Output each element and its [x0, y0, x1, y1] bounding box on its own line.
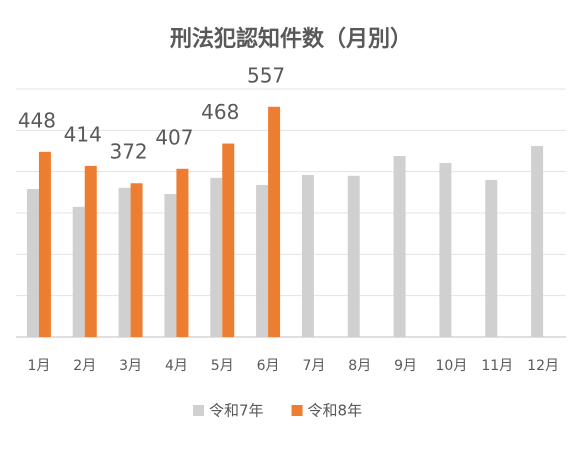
x-tick-label: 11月: [481, 358, 513, 374]
x-tick-label: 1月: [27, 358, 50, 374]
x-tick-label: 7月: [302, 358, 325, 374]
bar: [26, 189, 39, 337]
bar: [84, 165, 97, 337]
bar: [118, 187, 131, 337]
data-label: 407: [155, 125, 193, 149]
bar: [256, 184, 269, 337]
x-tick-label: 9月: [394, 358, 417, 374]
x-tick-label: 10月: [436, 358, 468, 374]
bar: [301, 174, 314, 337]
bar: [393, 155, 406, 337]
data-label: 468: [201, 100, 239, 124]
legend-label: 令和8年: [308, 402, 363, 420]
bar: [72, 206, 85, 337]
legend-swatch: [193, 405, 204, 416]
data-label: 372: [109, 140, 147, 164]
chart-title: 刑法犯認知件数（月別）: [170, 26, 412, 52]
bar: [38, 151, 51, 337]
bar: [347, 175, 360, 337]
bar: [531, 146, 544, 337]
x-tick-label: 5月: [211, 358, 234, 374]
x-tick-label: 4月: [165, 358, 188, 374]
x-tick-label: 12月: [527, 358, 559, 374]
x-tick-label: 8月: [348, 358, 371, 374]
bar: [164, 193, 177, 337]
bar: [176, 168, 189, 337]
data-label: 448: [18, 108, 56, 132]
x-tick-label: 3月: [119, 358, 142, 374]
bar: [210, 177, 223, 337]
bar: [485, 179, 498, 337]
legend-swatch: [291, 405, 303, 416]
bar: [130, 183, 143, 337]
data-label: 557: [247, 63, 285, 87]
bar: [268, 106, 281, 337]
bar: [439, 162, 452, 337]
bar: [222, 143, 235, 337]
data-label: 414: [64, 122, 102, 146]
x-tick-label: 6月: [257, 358, 280, 374]
x-tick-label: 2月: [73, 358, 96, 374]
legend-label: 令和7年: [209, 402, 264, 420]
